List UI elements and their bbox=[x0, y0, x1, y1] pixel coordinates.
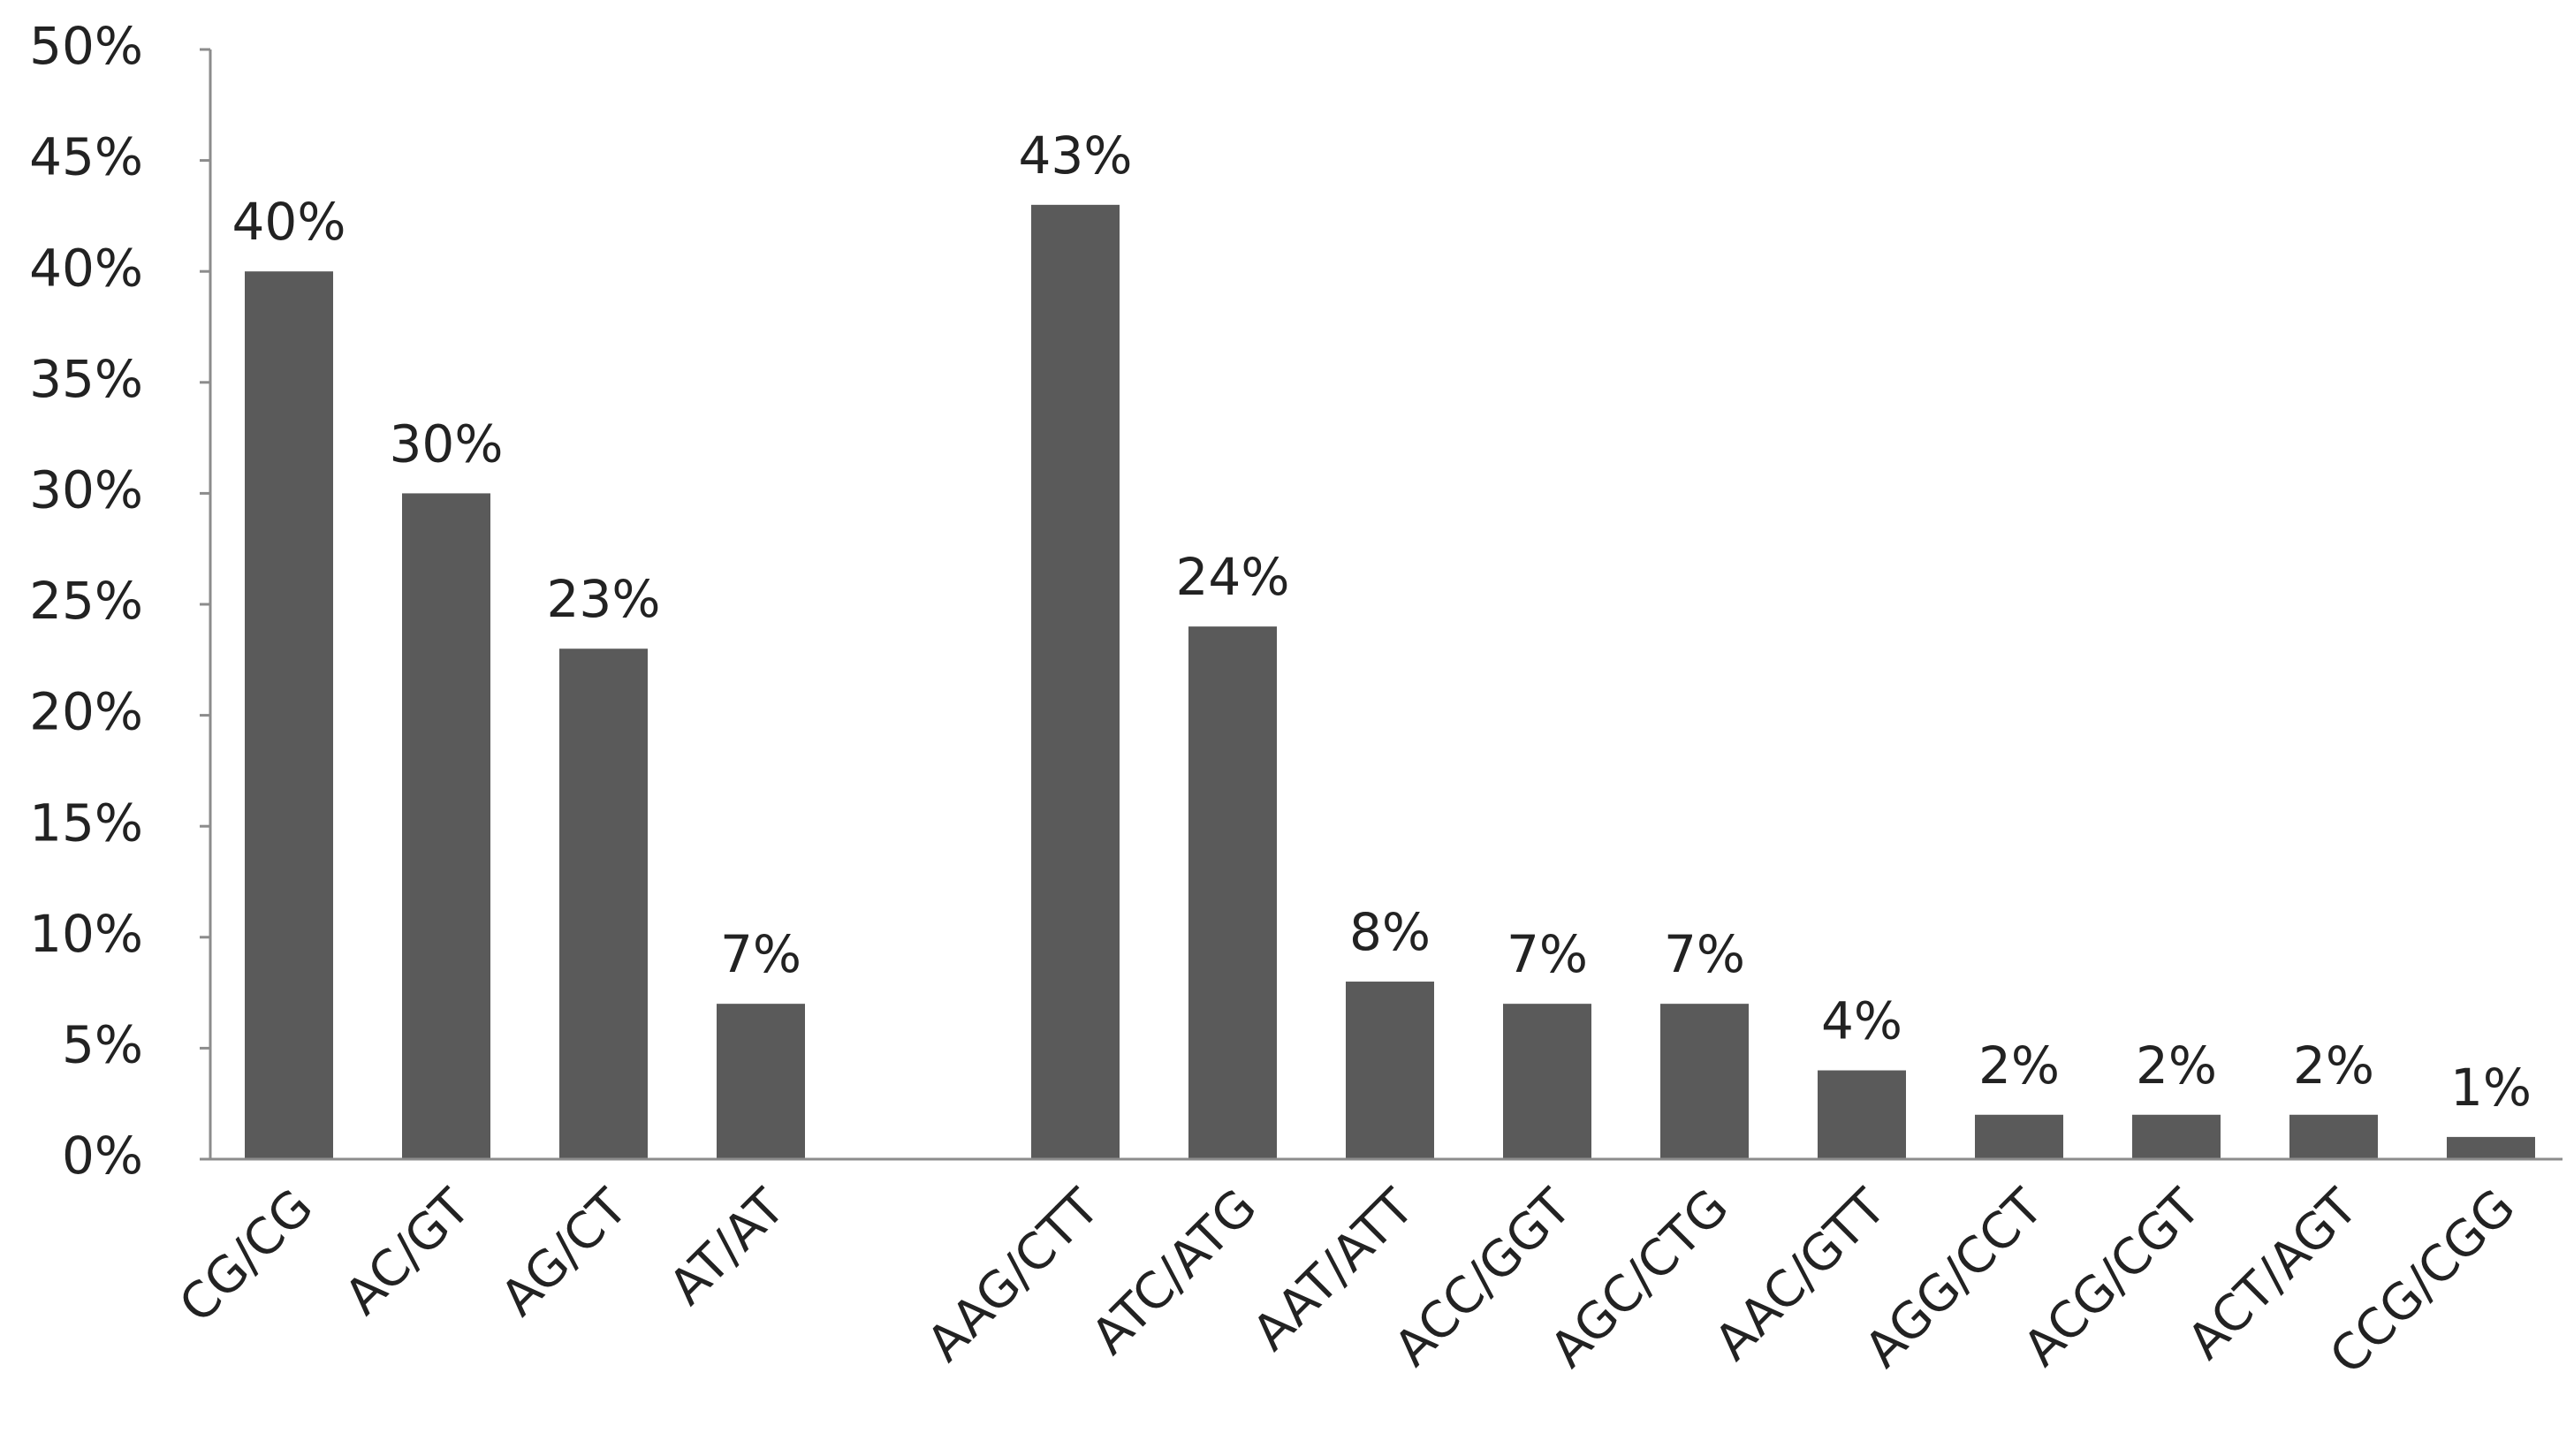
bar bbox=[2289, 1114, 2378, 1159]
bar bbox=[559, 648, 648, 1159]
x-tick-label: AG/CT bbox=[490, 1178, 640, 1327]
x-tick-label: CG/CG bbox=[169, 1179, 324, 1334]
bar bbox=[245, 271, 333, 1159]
bar bbox=[2132, 1114, 2221, 1159]
bar bbox=[1975, 1114, 2063, 1159]
x-axis: CG/CG AC/GT AG/CT AT/AT AAG/CTTATC/ATGAAT/AT… bbox=[169, 1157, 2563, 1385]
y-axis: 0% 5% 10% 15% 20% 25% 30% 35% 40% 45% 50% bbox=[29, 16, 212, 1186]
x-tick-label: AC/GT bbox=[334, 1178, 482, 1325]
data-labels: 40% 30% 23% 7% 43% 24% 8% 7% 7% 4% 2% 2% 2% 1% bbox=[232, 125, 2532, 1118]
bar bbox=[1660, 1004, 1749, 1159]
data-label: 7% bbox=[720, 924, 801, 984]
bar bbox=[1818, 1070, 1906, 1159]
y-tick-label: 50% bbox=[29, 16, 143, 76]
data-label: 1% bbox=[2450, 1058, 2532, 1118]
y-tick-label: 35% bbox=[29, 349, 143, 409]
data-label: 40% bbox=[232, 192, 346, 252]
x-tick-label: AT/AT bbox=[658, 1178, 796, 1316]
x-tick-label: AAG/CTT bbox=[916, 1178, 1111, 1372]
y-tick-label: 10% bbox=[29, 904, 143, 964]
y-tick-label: 40% bbox=[29, 238, 143, 298]
y-tick-label: 15% bbox=[29, 792, 143, 853]
y-tick-label: 45% bbox=[29, 127, 143, 187]
y-tick-label: 20% bbox=[29, 682, 143, 742]
y-tick-label: 25% bbox=[29, 571, 143, 631]
y-tick-label: 30% bbox=[29, 460, 143, 520]
data-label: 23% bbox=[547, 569, 661, 629]
data-label: 30% bbox=[390, 413, 504, 474]
data-label: 4% bbox=[1821, 991, 1902, 1051]
bar bbox=[2447, 1136, 2535, 1159]
data-label: 2% bbox=[1978, 1035, 2060, 1096]
y-tick-label: 5% bbox=[62, 1015, 143, 1075]
data-label: 24% bbox=[1176, 547, 1290, 607]
bar bbox=[1188, 626, 1277, 1159]
data-label: 2% bbox=[2293, 1035, 2374, 1096]
data-label: 43% bbox=[1019, 125, 1133, 186]
data-label: 7% bbox=[1507, 924, 1588, 984]
bar bbox=[402, 493, 490, 1159]
bar bbox=[1031, 204, 1120, 1160]
bars bbox=[245, 204, 2535, 1160]
x-tick-label: ATC/ATG bbox=[1081, 1179, 1268, 1366]
data-label: 8% bbox=[1349, 902, 1431, 962]
data-label: 7% bbox=[1664, 924, 1745, 984]
bar bbox=[1503, 1004, 1591, 1159]
y-tick-label: 0% bbox=[62, 1126, 143, 1186]
data-label: 2% bbox=[2136, 1035, 2217, 1096]
bar bbox=[717, 1004, 805, 1159]
bar bbox=[1346, 982, 1434, 1159]
